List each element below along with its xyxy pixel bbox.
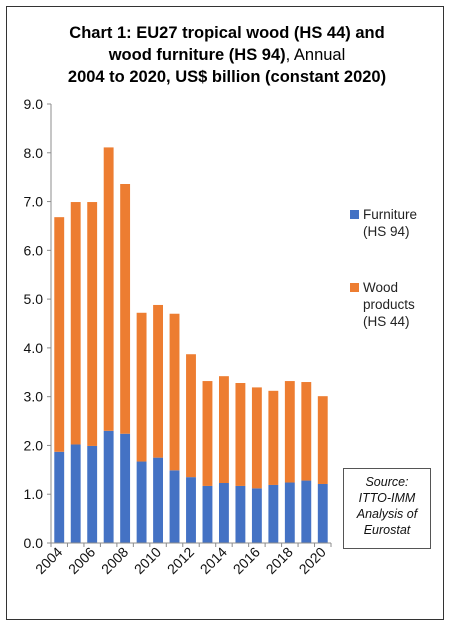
bar-wood-2016: [251, 387, 262, 489]
legend-wood-line-1: Wood: [363, 280, 399, 295]
title-line-2-bold: wood furniture (HS 94): [108, 46, 286, 64]
y-tick-label: 1.0: [24, 486, 44, 502]
title-line-2: wood furniture (HS 94), Annual: [108, 46, 346, 64]
source-line-1: Source:: [365, 475, 409, 489]
source-box: Source: ITTO-IMM Analysis of Eurostat: [343, 468, 431, 549]
bar-wood-2014: [219, 376, 229, 483]
bar-furniture-2014: [219, 483, 229, 543]
y-tick-label: 4.0: [24, 340, 44, 356]
chart-frame: [6, 6, 444, 620]
axes-group: [50, 104, 331, 544]
title-line-1: Chart 1: EU27 tropical wood (HS 44) and: [69, 24, 385, 42]
chart-title: Chart 1: EU27 tropical wood (HS 44) and …: [14, 22, 440, 88]
x-tick-label: 2020: [296, 544, 329, 577]
y-tick-label: 7.0: [24, 194, 44, 210]
bar-furniture-2015: [235, 485, 246, 543]
y-tick-labels: 0.0 1.0 2.0 3.0 4.0 5.0 6.0 7.0 8.0 9.0: [24, 96, 51, 551]
bar-furniture-2016: [251, 488, 262, 543]
bar-furniture-2006: [87, 445, 98, 543]
bar-wood-2020: [317, 396, 328, 484]
source-line-3: Analysis of: [356, 507, 418, 521]
bar-furniture-2008: [120, 433, 131, 543]
bar-wood-2005: [70, 202, 81, 445]
bar-furniture-2012: [186, 477, 196, 543]
bar-wood-2007: [103, 147, 114, 431]
bar-furniture-2013: [202, 485, 213, 543]
x-tick-labels: 2004 2006 2008 2010 2012 2014 2016 2018 2020: [32, 543, 332, 577]
bar-furniture-2007: [103, 430, 114, 543]
bar-wood-2017: [268, 390, 279, 485]
bar-wood-2013: [202, 381, 213, 486]
y-tick-label: 5.0: [24, 291, 44, 307]
bar-wood-2019: [301, 382, 312, 481]
bar-furniture-2019: [301, 480, 312, 543]
bar-furniture-2018: [284, 482, 295, 543]
bars-group: [54, 147, 328, 543]
bar-wood-2012: [186, 354, 196, 478]
y-tick-label: 6.0: [24, 242, 44, 258]
y-tick-label: 3.0: [24, 389, 44, 405]
legend-wood-line-3: (HS 44): [363, 314, 410, 329]
bar-furniture-2004: [54, 451, 65, 543]
bar-wood-2018: [284, 381, 295, 483]
x-tick-label: 2008: [98, 544, 131, 577]
bar-wood-2009: [136, 312, 147, 462]
y-tick-label: 8.0: [24, 145, 44, 161]
legend-swatch-furniture: [350, 210, 359, 219]
x-tick-label: 2018: [263, 544, 296, 577]
legend-wood-line-2: products: [363, 297, 415, 312]
legend-label-furniture: Furniture (HS 94): [363, 206, 417, 240]
bar-furniture-2017: [268, 484, 279, 543]
bar-furniture-2010: [153, 457, 163, 543]
bar-furniture-2009: [136, 461, 147, 543]
y-tick-label: 0.0: [24, 535, 44, 551]
bar-furniture-2020: [317, 483, 328, 543]
y-tick-label: 9.0: [24, 96, 44, 112]
legend-swatch-wood: [350, 283, 359, 292]
bar-wood-2006: [87, 202, 98, 446]
x-tick-label: 2012: [164, 544, 197, 577]
source-line-2: ITTO-IMM: [358, 491, 416, 505]
bar-wood-2004: [54, 217, 65, 452]
bar-wood-2015: [235, 383, 246, 486]
x-tick-label: 2014: [197, 544, 230, 577]
bar-furniture-2011: [169, 470, 180, 543]
x-tick-label: 2006: [65, 544, 98, 577]
source-line-4: Eurostat: [363, 523, 411, 537]
legend-label-wood: Wood products (HS 44): [363, 279, 415, 330]
title-line-3: 2004 to 2020, US$ billion (constant 2020…: [67, 68, 387, 86]
x-tick-label: 2010: [131, 544, 164, 577]
bar-wood-2011: [169, 313, 180, 471]
bar-furniture-2005: [70, 444, 81, 543]
y-tick-label: 2.0: [24, 437, 44, 453]
bar-wood-2010: [153, 304, 163, 458]
x-tick-label: 2016: [230, 544, 263, 577]
legend-furniture-line-1: Furniture: [363, 207, 418, 222]
legend-furniture-line-2: (HS 94): [363, 224, 410, 239]
bar-wood-2008: [120, 184, 131, 434]
